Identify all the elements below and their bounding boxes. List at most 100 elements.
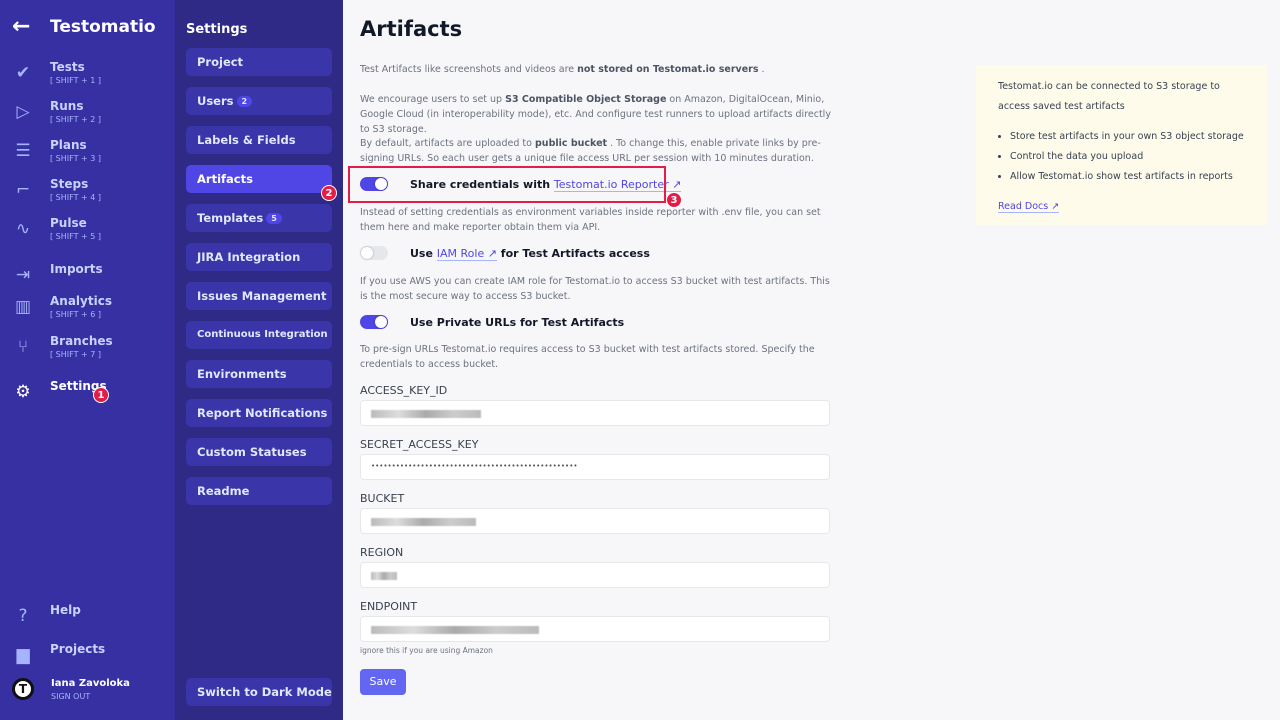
t: Test Artifacts like screenshots and vide…	[360, 64, 578, 75]
folder-icon: ▆	[16, 645, 30, 665]
arrow-left-icon[interactable]: ←	[12, 14, 31, 39]
label: Continuous Integration	[197, 329, 328, 340]
user-name: Iana Zavoloka	[51, 678, 130, 689]
label: Switch to Dark Mode	[197, 685, 332, 699]
nav-pulse[interactable]: ∿ Pulse [ SHIFT + 5 ]	[0, 216, 175, 250]
count-badge: 5	[266, 213, 282, 224]
nav-imports[interactable]: ⇥ Imports	[0, 262, 175, 296]
t: Share credentials with	[410, 178, 554, 191]
iam-role-link[interactable]: IAM Role ↗	[436, 247, 497, 261]
endpoint-label: ENDPOINT	[360, 600, 418, 613]
nav-shortcut: [ SHIFT + 5 ]	[50, 232, 102, 241]
settings-labels-fields[interactable]: Labels & Fields	[186, 126, 332, 154]
info-text: Testomat.io can be connected to S3 stora…	[998, 81, 1220, 112]
settings-jira[interactable]: JIRA Integration	[186, 243, 332, 271]
settings-readme[interactable]: Readme	[186, 477, 332, 505]
s3-text: We encourage users to set up S3 Compatib…	[360, 92, 835, 137]
reporter-link[interactable]: Testomat.io Reporter ↗	[553, 178, 682, 192]
label: Issues Management	[197, 289, 327, 303]
sign-out-link[interactable]: SIGN OUT	[51, 692, 91, 701]
stairs-icon: ⌐	[15, 180, 31, 200]
settings-users[interactable]: Users 2	[186, 87, 332, 115]
t: By default, artifacts are uploaded to	[360, 138, 535, 149]
nav-label: Settings	[50, 379, 107, 393]
bucket-text: By default, artifacts are uploaded to pu…	[360, 136, 835, 166]
settings-custom-statuses[interactable]: Custom Statuses	[186, 438, 332, 466]
nav-steps[interactable]: ⌐ Steps [ SHIFT + 4 ]	[0, 177, 175, 211]
settings-project[interactable]: Project	[186, 48, 332, 76]
share-credentials-desc: Instead of setting credentials as enviro…	[360, 207, 821, 233]
t: Use	[410, 247, 437, 260]
marker-3: 3	[666, 192, 682, 208]
nav-branches[interactable]: ⑂ Branches [ SHIFT + 7 ]	[0, 334, 175, 368]
nav-tests[interactable]: ✔ Tests [ SHIFT + 1 ]	[0, 60, 175, 94]
secret-key-label: SECRET_ACCESS_KEY	[360, 438, 479, 451]
marker-2: 2	[321, 185, 337, 201]
nav-settings[interactable]: ⚙ Settings	[0, 379, 175, 413]
settings-ci[interactable]: Continuous Integration	[186, 321, 332, 349]
nav-shortcut: [ SHIFT + 3 ]	[50, 154, 102, 163]
t: . To change this, enable private links b…	[360, 138, 821, 164]
t: not stored on Testomat.io servers	[577, 64, 759, 75]
intro-text: Test Artifacts like screenshots and vide…	[360, 62, 835, 77]
nav-label: Analytics	[50, 294, 112, 308]
nav-projects[interactable]: ▆ Projects	[0, 642, 175, 676]
nav-shortcut: [ SHIFT + 4 ]	[50, 193, 102, 202]
main-sidebar: ← Testomatio ✔ Tests [ SHIFT + 1 ] ▷ Runs [ …	[0, 0, 175, 720]
count-badge: 2	[236, 96, 253, 107]
settings-environments[interactable]: Environments	[186, 360, 332, 388]
nav-help[interactable]: ? Help	[0, 603, 175, 637]
t: S3 Compatible Object Storage	[505, 94, 667, 105]
t: for Test Artifacts access	[496, 247, 650, 260]
bucket-input[interactable]	[360, 508, 830, 534]
settings-templates[interactable]: Templates 5	[186, 204, 332, 232]
import-icon: ⇥	[15, 265, 31, 285]
save-button[interactable]: Save	[360, 669, 406, 695]
secret-key-input[interactable]: ••••••••••••••••••••••••••••••••••••••••…	[360, 454, 830, 480]
label: Report Notifications	[197, 406, 328, 420]
nav-runs[interactable]: ▷ Runs [ SHIFT + 2 ]	[0, 99, 175, 133]
nav-label: Branches	[50, 334, 113, 348]
label: Environments	[197, 367, 287, 381]
settings-artifacts[interactable]: Artifacts	[186, 165, 332, 193]
iam-role-toggle[interactable]	[360, 246, 388, 260]
settings-issues[interactable]: Issues Management	[186, 282, 332, 310]
nav-label: Steps	[50, 177, 89, 191]
info-panel: Testomat.io can be connected to S3 stora…	[976, 65, 1267, 225]
iam-role-desc: If you use AWS you can create IAM role f…	[360, 276, 830, 302]
nav-label: Projects	[50, 642, 106, 656]
private-urls-toggle[interactable]	[360, 315, 388, 329]
t: on Amazon, DigitalOcean, Minio, Google C…	[360, 94, 831, 135]
share-credentials-toggle[interactable]	[360, 177, 388, 191]
nav-plans[interactable]: ☰ Plans [ SHIFT + 3 ]	[0, 138, 175, 172]
nav-analytics[interactable]: ▥ Analytics [ SHIFT + 6 ]	[0, 294, 175, 328]
t: .	[758, 64, 765, 75]
marker-1: 1	[93, 387, 109, 403]
read-docs-link[interactable]: Read Docs ↗	[998, 201, 1060, 213]
label: Artifacts	[197, 172, 253, 186]
main-content: Artifacts Test Artifacts like screenshot…	[343, 0, 1280, 720]
bucket-label: BUCKET	[360, 492, 405, 505]
label: Labels & Fields	[197, 133, 296, 147]
settings-report-notifications[interactable]: Report Notifications	[186, 399, 332, 427]
label: Project	[197, 55, 244, 69]
label: JIRA Integration	[197, 250, 301, 264]
label: Custom Statuses	[197, 445, 307, 459]
avatar[interactable]: T	[12, 678, 34, 700]
highlight-box	[348, 166, 666, 203]
nav-label: Help	[50, 603, 81, 617]
info-bullet: Control the data you upload	[1010, 147, 1245, 167]
access-key-input[interactable]	[360, 400, 830, 426]
info-bullet: Allow Testomat.io show test artifacts in…	[1010, 167, 1245, 187]
info-bullet: Store test artifacts in your own S3 obje…	[1010, 127, 1245, 147]
nav-label: Runs	[50, 99, 84, 113]
label: Users	[197, 94, 234, 108]
endpoint-input[interactable]	[360, 616, 830, 642]
nav-label: Pulse	[50, 216, 87, 230]
dark-mode-button[interactable]: Switch to Dark Mode	[186, 678, 332, 706]
nav-shortcut: [ SHIFT + 6 ]	[50, 310, 102, 319]
iam-role-label: Use IAM Role ↗ for Test Artifacts access	[410, 247, 650, 261]
page-title: Artifacts	[360, 17, 463, 41]
t: public bucket	[535, 138, 608, 149]
region-input[interactable]	[360, 562, 830, 588]
